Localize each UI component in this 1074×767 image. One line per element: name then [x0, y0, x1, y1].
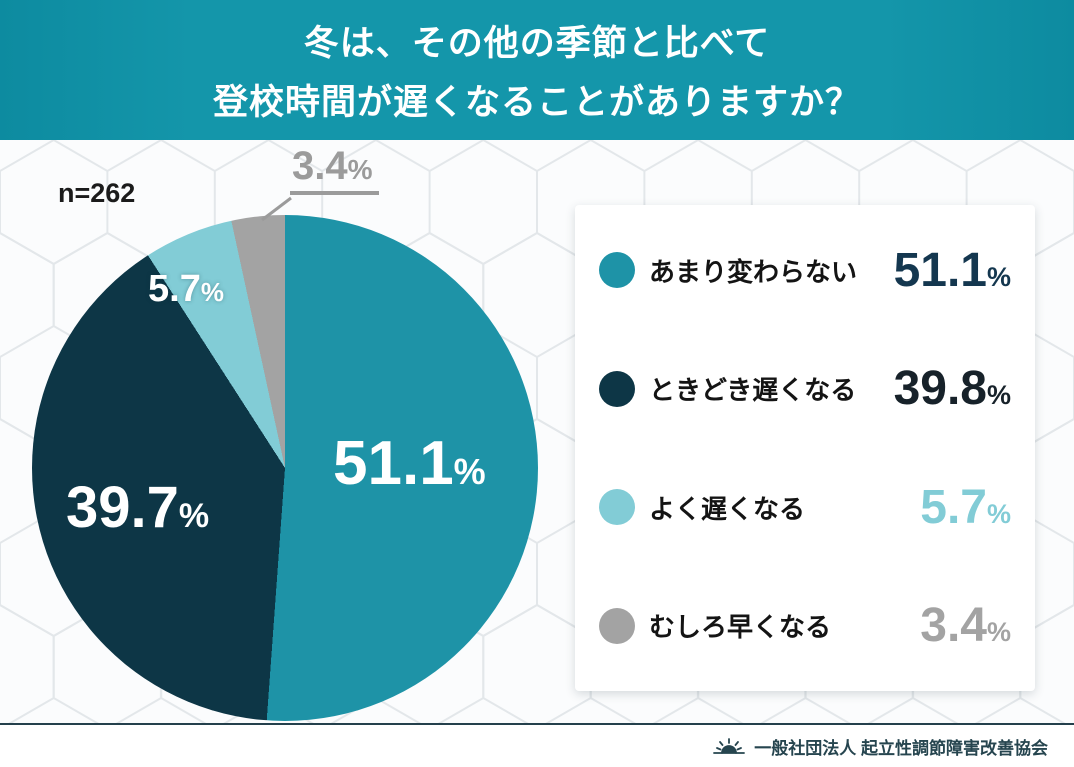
legend-label: むしろ早くなる	[649, 612, 832, 643]
footer-bar: 一般社団法人 起立性調節障害改善協会	[0, 723, 1074, 767]
legend-value-number: 51.1	[893, 243, 987, 297]
legend-value: 3.4%	[920, 598, 1011, 653]
page-title-line1: 冬は、その他の季節と比べて	[303, 24, 771, 63]
percent-sign: %	[986, 498, 1011, 529]
legend-swatch-teal	[599, 252, 635, 289]
pie-chart	[32, 215, 538, 721]
pie-value-amari: 51.1%	[333, 428, 486, 499]
legend-value: 51.1%	[894, 243, 1011, 298]
legend-row-amari: あまり変わらない 51.1%	[575, 211, 1035, 330]
legend-value-number: 39.8	[893, 362, 987, 416]
legend-row-mushiro: むしろ早くなる 3.4%	[575, 567, 1035, 686]
percent-sign: %	[986, 380, 1011, 411]
legend-card: あまり変わらない 51.1% ときどき遅くなる 39.8% よく遅くなる 5.7…	[575, 205, 1035, 691]
legend-value-number: 5.7	[920, 480, 987, 534]
pie-value-mushiro-callout: 3.4%	[290, 144, 379, 195]
legend-row-tokidoki: ときどき遅くなる 39.8%	[575, 330, 1035, 449]
pie-value-mushiro-number: 3.4	[292, 144, 348, 188]
sunrise-icon	[713, 738, 746, 754]
percent-sign: %	[986, 261, 1011, 292]
legend-label: ときどき遅くなる	[649, 375, 857, 406]
legend-swatch-gray	[599, 607, 635, 644]
legend-row-yoku: よく遅くなる 5.7%	[575, 448, 1035, 567]
title-banner: 冬は、その他の季節と比べて 登校時間が遅くなることがありますか？	[0, 0, 1074, 140]
legend-swatch-navy	[599, 370, 635, 407]
legend-value: 5.7%	[920, 480, 1011, 535]
legend-label: よく遅くなる	[649, 493, 806, 524]
chart-area: n=262 51.1% 39.7% 5.7% 3.4% あまり変わらない 51.…	[0, 140, 1074, 723]
percent-sign: %	[178, 497, 210, 535]
pie-value-tokidoki: 39.7%	[66, 474, 209, 541]
organization-name: 一般社団法人 起立性調節障害改善協会	[754, 738, 1048, 758]
percent-sign: %	[200, 277, 224, 307]
sample-size-label: n=262	[58, 178, 136, 208]
pie-value-yoku: 5.7%	[148, 268, 224, 311]
legend-value: 39.8%	[894, 361, 1011, 416]
pie-value-yoku-number: 5.7	[148, 268, 201, 310]
pie-value-amari-number: 51.1	[333, 429, 454, 498]
legend-swatch-lightteal	[599, 489, 635, 526]
pie-value-tokidoki-number: 39.7	[66, 475, 179, 540]
percent-sign: %	[986, 617, 1011, 648]
percent-sign: %	[453, 451, 486, 492]
legend-value-number: 3.4	[920, 599, 987, 653]
legend-label: あまり変わらない	[649, 256, 858, 287]
percent-sign: %	[347, 154, 373, 185]
page-title-line2: 登校時間が遅くなることがありますか？	[212, 83, 861, 122]
